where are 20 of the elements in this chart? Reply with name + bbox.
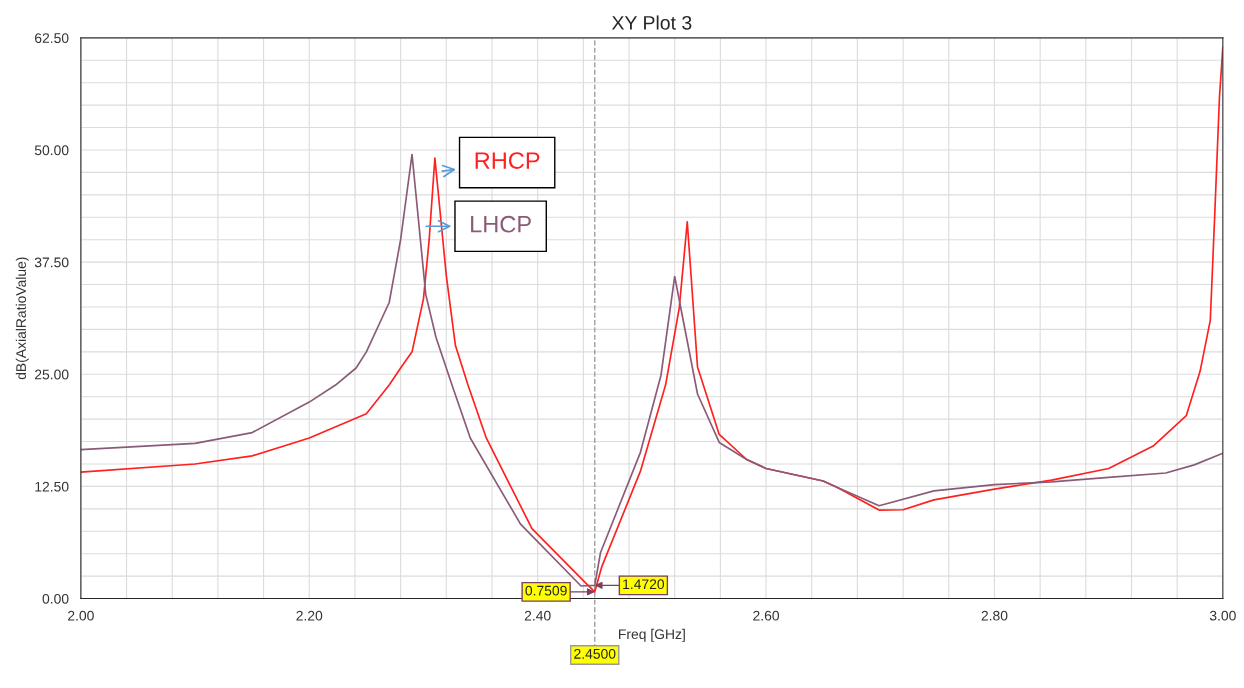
annotation: 1.4720 — [623, 579, 665, 590]
y-tick-label: 25.00 — [35, 369, 69, 380]
x-tick-label: 2.20 — [296, 610, 323, 621]
ref-line-label: 2.4500 — [574, 648, 616, 659]
chart-title: XY Plot 3 — [611, 15, 692, 30]
y-tick-label: 50.00 — [34, 145, 69, 156]
x-tick-label: 2.60 — [753, 610, 780, 621]
series-label: RHCP — [475, 152, 540, 169]
x-axis-title: Freq [GHz] — [619, 628, 685, 642]
x-tick-label: 2.00 — [68, 610, 94, 621]
y-tick-label: 0.00 — [42, 593, 69, 604]
x-tick-label: 2.80 — [981, 610, 1008, 621]
x-tick-label: 2.40 — [524, 610, 551, 621]
y-axis-title: dB(AxialRatioValue) — [15, 257, 29, 380]
y-tick-label: 12.50 — [35, 481, 69, 492]
x-tick-label: 3.00 — [1209, 610, 1236, 621]
text: LHCP — [471, 215, 531, 233]
annotation: 0.7509 — [525, 585, 567, 596]
y-tick-label: 62.50 — [35, 33, 69, 44]
y-tick-label: 37.50 — [34, 257, 69, 268]
